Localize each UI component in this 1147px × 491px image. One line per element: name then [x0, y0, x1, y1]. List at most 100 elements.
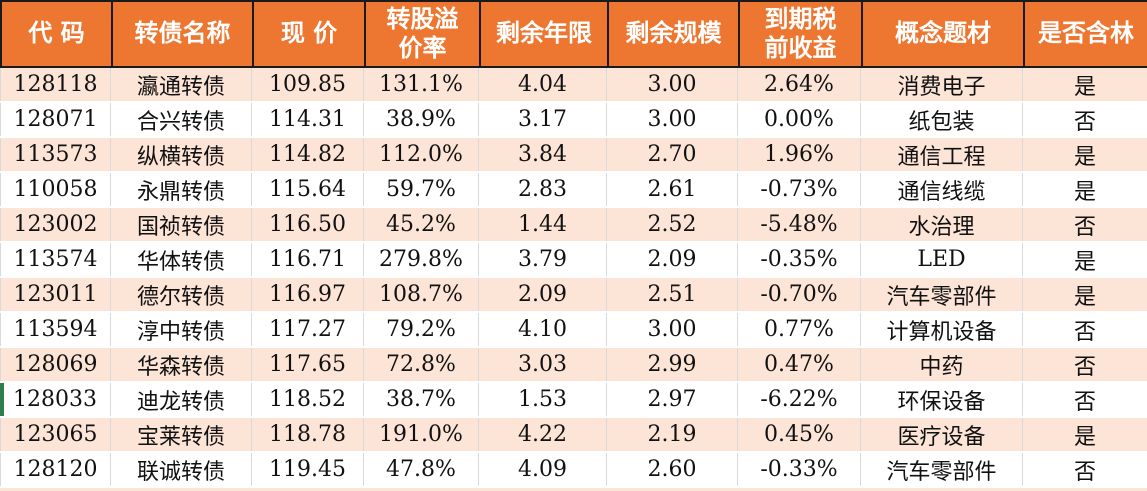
cell-years[interactable]: 2.09: [479, 278, 607, 311]
header-cell-concept[interactable]: 概念题材: [863, 2, 1025, 66]
cell-yield[interactable]: 0.47%: [738, 348, 861, 381]
cell-size[interactable]: 2.51: [607, 278, 738, 311]
cell-concept[interactable]: 医疗设备: [861, 418, 1023, 451]
cell-code[interactable]: 113574: [0, 243, 111, 276]
cell-premium[interactable]: 38.7%: [364, 383, 479, 416]
cell-contains[interactable]: 是: [1073, 284, 1096, 310]
cell-contains[interactable]: 是: [1073, 74, 1096, 100]
cell-concept[interactable]: 通信线缆: [861, 173, 1023, 206]
cell-yield[interactable]: -0.70%: [738, 278, 861, 311]
cell-premium[interactable]: 79.2%: [364, 313, 479, 346]
cell-price[interactable]: 117.65: [252, 348, 364, 381]
cell-price[interactable]: 116.50: [252, 208, 364, 241]
cell-concept[interactable]: 中药: [861, 348, 1023, 381]
cell-yield[interactable]: 2.64%: [738, 68, 861, 101]
cell-code[interactable]: 128069: [0, 348, 111, 381]
cell-years[interactable]: 1.44: [479, 208, 607, 241]
cell-price[interactable]: 116.97: [252, 278, 364, 311]
cell-concept[interactable]: 环保设备: [861, 383, 1023, 416]
cell-size[interactable]: 3.00: [607, 313, 738, 346]
cell-size[interactable]: 2.61: [607, 173, 738, 206]
cell-contains[interactable]: 否: [1073, 354, 1096, 380]
cell-name[interactable]: 华体转债: [111, 243, 252, 276]
cell-contains[interactable]: 否: [1073, 459, 1096, 485]
cell-code[interactable]: 128071: [0, 103, 111, 136]
header-cell-name[interactable]: 转债名称: [113, 2, 254, 66]
cell-concept[interactable]: 纸包装: [861, 103, 1023, 136]
cell-size[interactable]: 2.97: [607, 383, 738, 416]
cell-concept[interactable]: 水治理: [861, 208, 1023, 241]
cell-price[interactable]: 116.71: [252, 243, 364, 276]
cell-yield[interactable]: 0.77%: [738, 313, 861, 346]
cell-yield[interactable]: -0.33%: [738, 453, 861, 486]
cell-premium[interactable]: 279.8%: [364, 243, 479, 276]
header-cell-years[interactable]: 剩余年限: [481, 2, 609, 66]
cell-price[interactable]: 114.82: [252, 138, 364, 171]
cell-price[interactable]: 117.27: [252, 313, 364, 346]
cell-code[interactable]: 123011: [0, 278, 111, 311]
cell-concept[interactable]: 汽车零部件: [861, 278, 1023, 311]
cell-years[interactable]: 3.84: [479, 138, 607, 171]
cell-premium[interactable]: 72.8%: [364, 348, 479, 381]
cell-yield[interactable]: 0.00%: [738, 103, 861, 136]
cell-name[interactable]: 瀛通转债: [111, 68, 252, 101]
cell-premium[interactable]: 47.8%: [364, 453, 479, 486]
cell-size[interactable]: 2.52: [607, 208, 738, 241]
cell-size[interactable]: 3.00: [607, 68, 738, 101]
cell-name[interactable]: 永鼎转债: [111, 173, 252, 206]
cell-concept[interactable]: LED: [861, 243, 1023, 276]
cell-yield[interactable]: -5.48%: [738, 208, 861, 241]
cell-size[interactable]: 2.60: [607, 453, 738, 486]
cell-code[interactable]: 123002: [0, 208, 111, 241]
cell-contains[interactable]: 是: [1073, 179, 1096, 205]
cell-years[interactable]: 4.10: [479, 313, 607, 346]
cell-contains[interactable]: 否: [1073, 109, 1096, 135]
cell-years[interactable]: 4.04: [479, 68, 607, 101]
cell-yield[interactable]: -0.35%: [738, 243, 861, 276]
cell-code[interactable]: 123065: [0, 418, 111, 451]
cell-years[interactable]: 3.03: [479, 348, 607, 381]
header-cell-size[interactable]: 剩余规模: [609, 2, 740, 66]
cell-code[interactable]: 128118: [0, 68, 111, 101]
header-cell-premium[interactable]: 转股溢 价率: [366, 2, 481, 66]
cell-yield[interactable]: 1.96%: [738, 138, 861, 171]
cell-years[interactable]: 4.09: [479, 453, 607, 486]
cell-size[interactable]: 2.19: [607, 418, 738, 451]
cell-code[interactable]: 128033: [0, 383, 111, 416]
cell-name[interactable]: 淳中转债: [111, 313, 252, 346]
cell-price[interactable]: 118.78: [252, 418, 364, 451]
cell-name[interactable]: 联诚转债: [111, 453, 252, 486]
cell-contains[interactable]: 是: [1073, 249, 1096, 275]
cell-concept[interactable]: 消费电子: [861, 68, 1023, 101]
cell-name[interactable]: 合兴转债: [111, 103, 252, 136]
header-cell-price[interactable]: 现 价: [254, 2, 366, 66]
header-cell-yield[interactable]: 到期税 前收益: [740, 2, 863, 66]
cell-concept[interactable]: 汽车零部件: [861, 453, 1023, 486]
cell-size[interactable]: 2.70: [607, 138, 738, 171]
cell-size[interactable]: 2.99: [607, 348, 738, 381]
cell-concept[interactable]: 通信工程: [861, 138, 1023, 171]
cell-contains[interactable]: 否: [1073, 389, 1096, 415]
cell-premium[interactable]: 191.0%: [364, 418, 479, 451]
cell-name[interactable]: 华森转债: [111, 348, 252, 381]
cell-contains[interactable]: 是: [1073, 144, 1096, 170]
header-cell-contains[interactable]: 是否含林: [1038, 19, 1134, 48]
cell-premium[interactable]: 59.7%: [364, 173, 479, 206]
cell-contains[interactable]: 是: [1073, 424, 1096, 450]
cell-price[interactable]: 119.45: [252, 453, 364, 486]
cell-yield[interactable]: -6.22%: [738, 383, 861, 416]
cell-price[interactable]: 109.85: [252, 68, 364, 101]
cell-premium[interactable]: 108.7%: [364, 278, 479, 311]
cell-yield[interactable]: -0.73%: [738, 173, 861, 206]
cell-size[interactable]: 2.09: [607, 243, 738, 276]
cell-code[interactable]: 110058: [0, 173, 111, 206]
cell-premium[interactable]: 131.1%: [364, 68, 479, 101]
cell-years[interactable]: 3.17: [479, 103, 607, 136]
cell-premium[interactable]: 112.0%: [364, 138, 479, 171]
cell-code[interactable]: 128120: [0, 453, 111, 486]
cell-concept[interactable]: 计算机设备: [861, 313, 1023, 346]
cell-name[interactable]: 德尔转债: [111, 278, 252, 311]
cell-contains[interactable]: 否: [1073, 319, 1096, 345]
cell-price[interactable]: 114.31: [252, 103, 364, 136]
cell-years[interactable]: 1.53: [479, 383, 607, 416]
